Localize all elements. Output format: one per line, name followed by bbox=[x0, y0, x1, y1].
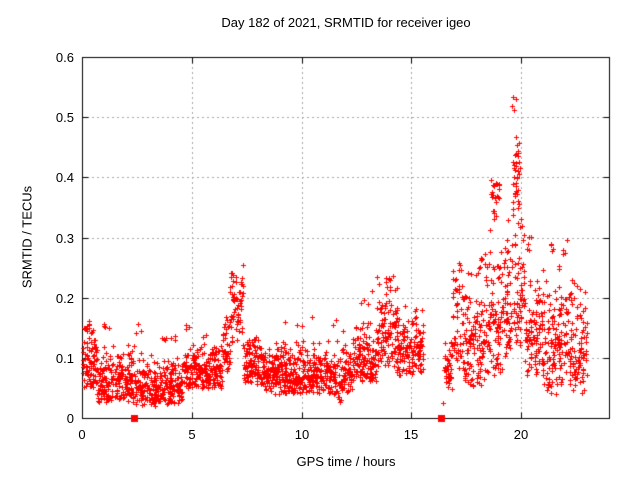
x-tick-label: 0 bbox=[78, 427, 86, 442]
y-tick-label: 0 bbox=[66, 411, 74, 426]
chart-title: Day 182 of 2021, SRMTID for receiver ige… bbox=[221, 15, 471, 30]
y-tick-label: 0.1 bbox=[55, 351, 74, 366]
x-axis-title: GPS time / hours bbox=[296, 454, 396, 469]
y-tick-label: 0.3 bbox=[55, 231, 74, 246]
y-tick-label: 0.4 bbox=[55, 170, 74, 185]
x-tick-label: 10 bbox=[294, 427, 310, 442]
y-tick-label: 0.2 bbox=[55, 291, 74, 306]
y-tick-label: 0.6 bbox=[55, 50, 74, 65]
x-tick-label: 20 bbox=[513, 427, 529, 442]
x-tick-label: 5 bbox=[188, 427, 196, 442]
x-tick-label: 15 bbox=[403, 427, 419, 442]
y-tick-label: 0.5 bbox=[55, 110, 74, 125]
